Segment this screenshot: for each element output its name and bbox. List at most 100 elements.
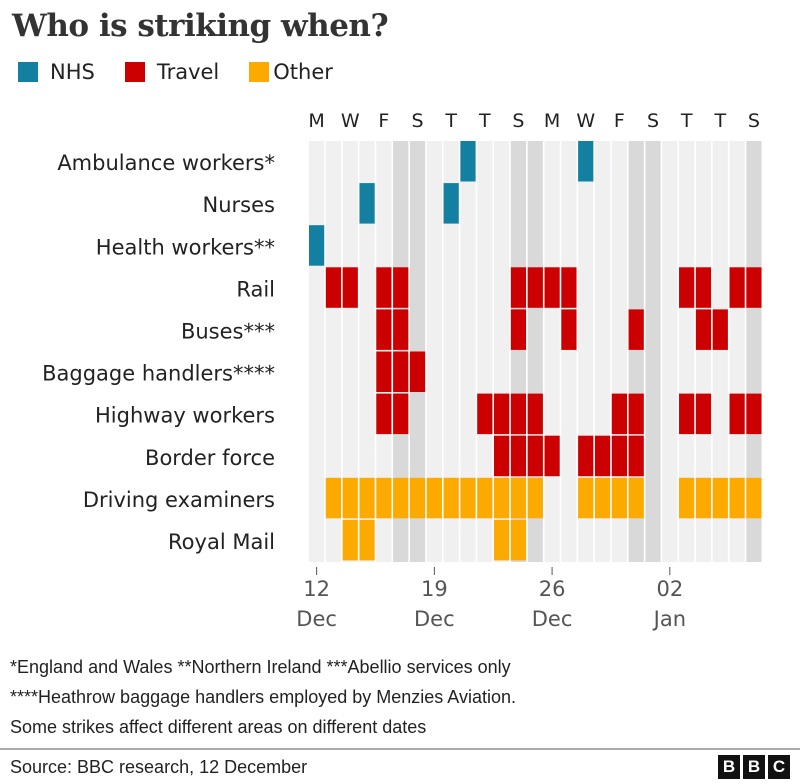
weekend-column bbox=[645, 141, 661, 562]
strike-cell bbox=[695, 267, 712, 308]
strike-cell bbox=[325, 477, 342, 519]
day-column bbox=[712, 141, 728, 562]
row-label: Buses*** bbox=[181, 319, 275, 343]
strike-cell bbox=[376, 309, 392, 350]
strike-cell bbox=[359, 183, 375, 224]
strike-cell bbox=[393, 393, 409, 435]
weekday-label: S bbox=[748, 110, 760, 132]
legend-label: NHS bbox=[50, 60, 95, 84]
footnote: ****Heathrow baggage handlers employed b… bbox=[10, 687, 516, 707]
day-column bbox=[325, 141, 342, 562]
day-column bbox=[443, 141, 459, 562]
strike-cell bbox=[325, 267, 342, 308]
bbc-logo-block: B bbox=[718, 755, 740, 779]
strike-cell bbox=[561, 267, 577, 308]
strike-cell bbox=[746, 393, 762, 435]
strike-cell bbox=[477, 393, 493, 435]
strike-cell bbox=[527, 477, 543, 519]
strike-cell bbox=[409, 477, 426, 519]
strike-cell bbox=[695, 393, 712, 435]
strike-cell bbox=[578, 435, 594, 477]
strike-cell bbox=[578, 477, 594, 519]
row-label: Health workers** bbox=[96, 235, 275, 259]
x-tick-day: 02 bbox=[656, 577, 683, 601]
weekday-label: T bbox=[713, 110, 726, 132]
strike-cell bbox=[510, 393, 527, 435]
strike-cell bbox=[409, 351, 426, 392]
strike-cell bbox=[510, 309, 527, 350]
legend-item-other: Other bbox=[249, 60, 333, 84]
weekday-label: S bbox=[411, 110, 423, 132]
strike-cell bbox=[695, 309, 712, 350]
chart-title: Who is striking when? bbox=[12, 8, 389, 44]
weekday-label: M bbox=[544, 110, 560, 132]
strike-cell bbox=[443, 477, 459, 519]
day-column bbox=[426, 141, 442, 562]
strike-cell bbox=[611, 393, 627, 435]
strike-cell bbox=[494, 519, 510, 561]
strike-cell bbox=[510, 477, 527, 519]
strike-cell bbox=[544, 267, 560, 308]
footnote: Some strikes affect different areas on d… bbox=[10, 717, 427, 737]
day-column bbox=[477, 141, 493, 562]
strike-cell bbox=[342, 477, 358, 519]
strike-cell bbox=[393, 309, 409, 350]
strike-cell bbox=[494, 477, 510, 519]
day-column bbox=[695, 141, 712, 562]
weekday-label: M bbox=[308, 110, 324, 132]
strike-cell bbox=[746, 477, 762, 519]
strike-cell bbox=[628, 435, 644, 477]
strike-cell bbox=[376, 477, 392, 519]
weekday-label: T bbox=[478, 110, 491, 132]
strike-cell bbox=[494, 393, 510, 435]
row-label: Baggage handlers**** bbox=[42, 362, 275, 386]
strike-cell bbox=[712, 309, 728, 350]
strike-cell bbox=[611, 477, 627, 519]
strike-cell bbox=[544, 435, 560, 477]
day-column bbox=[544, 141, 560, 562]
bbc-logo: B B C bbox=[718, 755, 790, 779]
strike-cell bbox=[594, 435, 611, 477]
weekday-label: T bbox=[444, 110, 457, 132]
legend: NHS Travel Other bbox=[18, 60, 363, 84]
bbc-logo-block: B bbox=[743, 755, 765, 779]
day-column bbox=[729, 141, 745, 562]
strike-cell bbox=[712, 477, 728, 519]
strike-cell bbox=[393, 351, 409, 392]
x-tick-month: Dec bbox=[414, 607, 455, 631]
strike-cell bbox=[460, 141, 476, 182]
row-label: Ambulance workers* bbox=[57, 151, 275, 175]
weekday-label: S bbox=[647, 110, 659, 132]
divider bbox=[0, 748, 800, 750]
legend-swatch-other bbox=[249, 62, 270, 82]
strike-cell bbox=[561, 309, 577, 350]
weekday-label: F bbox=[378, 110, 389, 132]
strike-cell bbox=[594, 477, 611, 519]
footnote: *England and Wales **Northern Ireland **… bbox=[10, 657, 511, 677]
strike-cell bbox=[376, 393, 392, 435]
day-column bbox=[561, 141, 577, 562]
day-column bbox=[359, 141, 375, 562]
legend-item-nhs: NHS bbox=[18, 60, 95, 84]
row-label: Royal Mail bbox=[168, 530, 275, 554]
source: Source: BBC research, 12 December bbox=[10, 757, 308, 777]
strike-cell bbox=[376, 351, 392, 392]
strike-cell bbox=[494, 435, 510, 477]
row-label: Driving examiners bbox=[83, 488, 275, 512]
legend-item-travel: Travel bbox=[124, 60, 219, 84]
strike-cell bbox=[510, 519, 527, 561]
weekday-label: W bbox=[576, 110, 595, 132]
x-tick-day: 26 bbox=[539, 577, 566, 601]
strike-cell bbox=[746, 267, 762, 308]
strike-cell bbox=[376, 267, 392, 308]
x-tick-day: 12 bbox=[303, 577, 330, 601]
day-column bbox=[309, 141, 325, 562]
strike-cell bbox=[393, 267, 409, 308]
day-column bbox=[662, 141, 678, 562]
weekday-label: F bbox=[614, 110, 625, 132]
legend-swatch-travel bbox=[124, 62, 145, 82]
strike-cell bbox=[729, 477, 745, 519]
strike-cell bbox=[628, 309, 644, 350]
legend-label: Other bbox=[273, 60, 333, 84]
